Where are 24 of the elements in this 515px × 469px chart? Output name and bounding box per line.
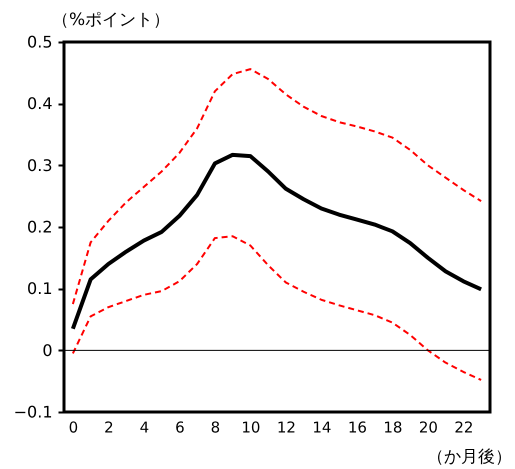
y-tick-label: 0 (42, 340, 52, 360)
y-tick-label: −0.1 (14, 402, 52, 422)
x-axis-title: （か月後） (427, 447, 512, 467)
x-tick-label: 8 (210, 418, 220, 436)
x-tick-label: 16 (348, 418, 367, 436)
y-tick-label: 0.4 (27, 94, 52, 114)
x-tick-label: 6 (175, 418, 185, 436)
x-tick-label: 10 (241, 418, 260, 436)
y-tick-label: 0.5 (27, 32, 52, 52)
y-axis-title: （%ポイント） (52, 10, 170, 30)
line-series (70, 152, 484, 331)
x-tick-label: 0 (68, 418, 78, 436)
x-tick-label: 22 (454, 418, 474, 436)
y-tick-label: 0.3 (27, 156, 52, 175)
x-tick-label: 20 (418, 418, 438, 436)
x-tick-label: 4 (140, 418, 150, 436)
y-tick-label: 0.1 (27, 279, 52, 298)
line-series (72, 235, 482, 381)
x-tick-label: 14 (312, 418, 332, 436)
x-tick-label: 2 (104, 418, 114, 436)
x-tick-label: 12 (276, 418, 296, 436)
line-series (72, 68, 482, 306)
y-tick-label: 0.2 (27, 218, 52, 236)
x-tick-label: 18 (383, 418, 402, 436)
